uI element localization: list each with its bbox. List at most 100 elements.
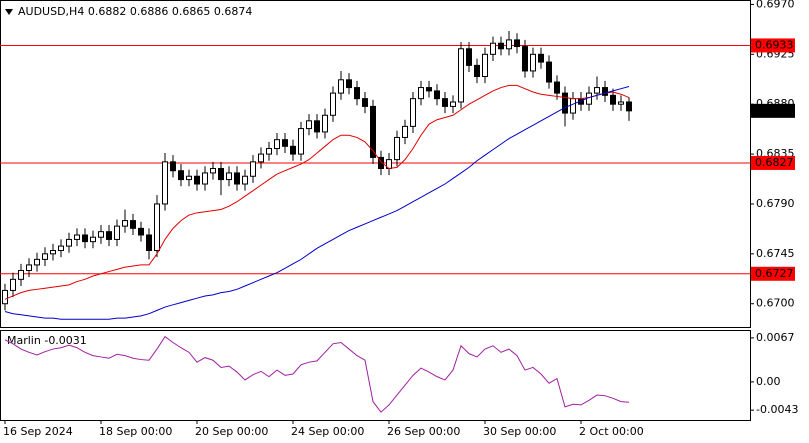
price-level-label: 0.6827 <box>755 156 794 169</box>
candle-body <box>610 94 616 105</box>
candle-body <box>274 139 280 150</box>
candle-body <box>570 98 576 114</box>
indicator-name: Marlin <box>7 334 41 347</box>
candle-body <box>378 156 384 169</box>
candle-body <box>98 231 104 238</box>
candle-body <box>10 278 16 291</box>
price-level-label: 0.6933 <box>755 38 794 51</box>
y-tick-label: 0.6700 <box>756 297 795 310</box>
high-price: 0.6886 <box>130 5 169 18</box>
close-price: 0.6874 <box>214 5 253 18</box>
y-tick-label: 0.6970 <box>756 0 795 10</box>
candle-body <box>418 87 424 100</box>
x-tick-label: 20 Sep 00:00 <box>195 425 268 438</box>
candle-body <box>458 48 464 103</box>
candle-body <box>186 175 192 181</box>
candle-body <box>266 148 272 155</box>
candle-body <box>602 87 608 96</box>
candle-body <box>2 289 8 305</box>
x-tick-label: 24 Sep 00:00 <box>291 425 364 438</box>
candle-body <box>82 234 88 243</box>
indicator-value: -0.0031 <box>44 334 86 347</box>
candle-body <box>18 269 24 280</box>
candle-body <box>490 42 496 55</box>
indicator-y-tick-label: 0.0067 <box>756 331 795 344</box>
candle-body <box>498 42 504 50</box>
candle-body <box>114 225 120 240</box>
y-tick-label: 0.6745 <box>756 247 795 260</box>
candle-body <box>290 145 296 155</box>
indicator-header: Marlin -0.0031 <box>7 334 87 347</box>
candle-body <box>514 39 520 48</box>
current-price-tag <box>751 103 795 118</box>
candle-body <box>474 64 480 77</box>
candle-body <box>426 87 432 92</box>
indicator-y-tick-label: -0.0043 <box>756 403 798 416</box>
candle-body <box>282 139 288 147</box>
candle-body <box>138 227 144 236</box>
candle-body <box>626 101 632 112</box>
candle-body <box>170 161 176 172</box>
candle-body <box>210 167 216 174</box>
x-tick-label: 30 Sep 00:00 <box>483 425 556 438</box>
low-price: 0.6865 <box>172 5 211 18</box>
candle-body <box>26 264 32 271</box>
candle-body <box>354 87 360 100</box>
candle-body <box>330 92 336 116</box>
candle-body <box>298 128 304 155</box>
moving-average <box>4 85 630 320</box>
candle-body <box>90 236 96 243</box>
x-tick-label: 16 Sep 2024 <box>3 425 73 438</box>
candle-body <box>202 172 208 185</box>
candle-body <box>194 175 200 185</box>
candle-body <box>234 172 240 185</box>
candle-body <box>106 231 112 240</box>
candle-body <box>522 46 528 72</box>
symbol: AUDUSD,H4 <box>18 5 84 18</box>
candle-body <box>34 258 40 266</box>
y-tick-label: 0.6790 <box>756 197 795 210</box>
candle-body <box>562 92 568 114</box>
price-level-tag <box>751 266 795 281</box>
candle-body <box>450 101 456 107</box>
candle-body <box>50 250 56 255</box>
candle-body <box>530 53 536 72</box>
current-price-label: 0.6874 <box>755 104 794 117</box>
price-level-tag <box>751 155 795 170</box>
candle-body <box>74 234 80 240</box>
candle-body <box>122 220 128 227</box>
x-tick-label: 26 Sep 00:00 <box>387 425 460 438</box>
indicator-y-tick-label: 0.00 <box>756 375 781 388</box>
main-panel-frame <box>0 0 751 328</box>
candle-body <box>338 79 344 94</box>
x-tick-label: 2 Oct 00:00 <box>579 425 644 438</box>
candle-body <box>434 90 440 100</box>
moving-average <box>4 84 630 300</box>
indicator-line <box>4 335 630 413</box>
candle-body <box>546 61 552 83</box>
candle-body <box>154 203 160 252</box>
candle-body <box>42 253 48 260</box>
indicator-panel-frame <box>0 330 751 421</box>
x-tick-label: 18 Sep 00:00 <box>99 425 172 438</box>
candle-body <box>322 114 328 133</box>
candle-body <box>482 53 488 77</box>
candle-body <box>594 87 600 94</box>
candle-body <box>314 120 320 133</box>
candle-body <box>242 175 248 185</box>
menu-triangle <box>5 9 13 15</box>
open-price: 0.6882 <box>88 5 127 18</box>
candle-body <box>162 161 168 205</box>
candle-body <box>618 101 624 105</box>
candle-body <box>130 220 136 229</box>
candle-body <box>466 48 472 66</box>
candle-body <box>66 238 72 247</box>
candle-body <box>346 79 352 89</box>
candle-body <box>218 167 224 181</box>
candle-body <box>394 136 400 161</box>
candle-body <box>538 53 544 63</box>
candle-body <box>362 98 368 107</box>
candle-body <box>58 245 64 252</box>
